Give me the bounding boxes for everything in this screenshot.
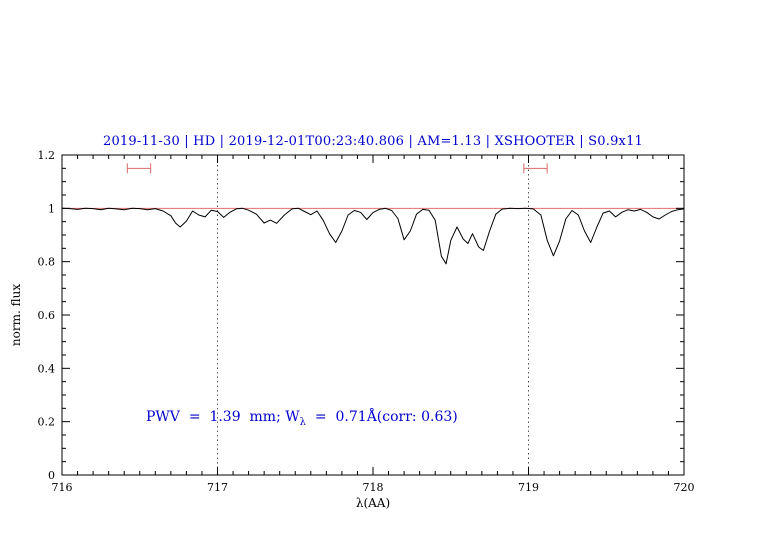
x-axis-label: λ(AA) — [355, 496, 391, 510]
spectrum-line — [61, 207, 685, 265]
y-axis-label: norm. flux — [9, 283, 23, 347]
tick-label: 717 — [207, 481, 228, 494]
tick-label: 1 — [48, 202, 55, 215]
pwv-annotation-subscript: λ — [299, 416, 306, 428]
tick-label: 720 — [674, 481, 695, 494]
tick-label: 716 — [52, 481, 73, 494]
pwv-annotation-suffix: = 0.71Å(corr: 0.63) — [305, 409, 458, 425]
pwv-annotation: PWV = 1.39 mm; Wλ = 0.71Å(corr: 0.63) — [146, 409, 458, 428]
tick-label: 1.2 — [38, 149, 56, 162]
tick-label: 0.6 — [38, 309, 56, 322]
tick-label: 718 — [363, 481, 384, 494]
tick-label: 0.2 — [38, 416, 56, 429]
tick-label: 0 — [48, 469, 55, 482]
tick-label: 0.4 — [38, 362, 56, 375]
plot-title: 2019-11-30 | HD | 2019-12-01T00:23:40.80… — [102, 134, 644, 149]
tick-label: 719 — [518, 481, 539, 494]
pwv-annotation-prefix: PWV = 1.39 mm; W — [146, 409, 300, 425]
tick-label: 0.8 — [38, 256, 56, 269]
